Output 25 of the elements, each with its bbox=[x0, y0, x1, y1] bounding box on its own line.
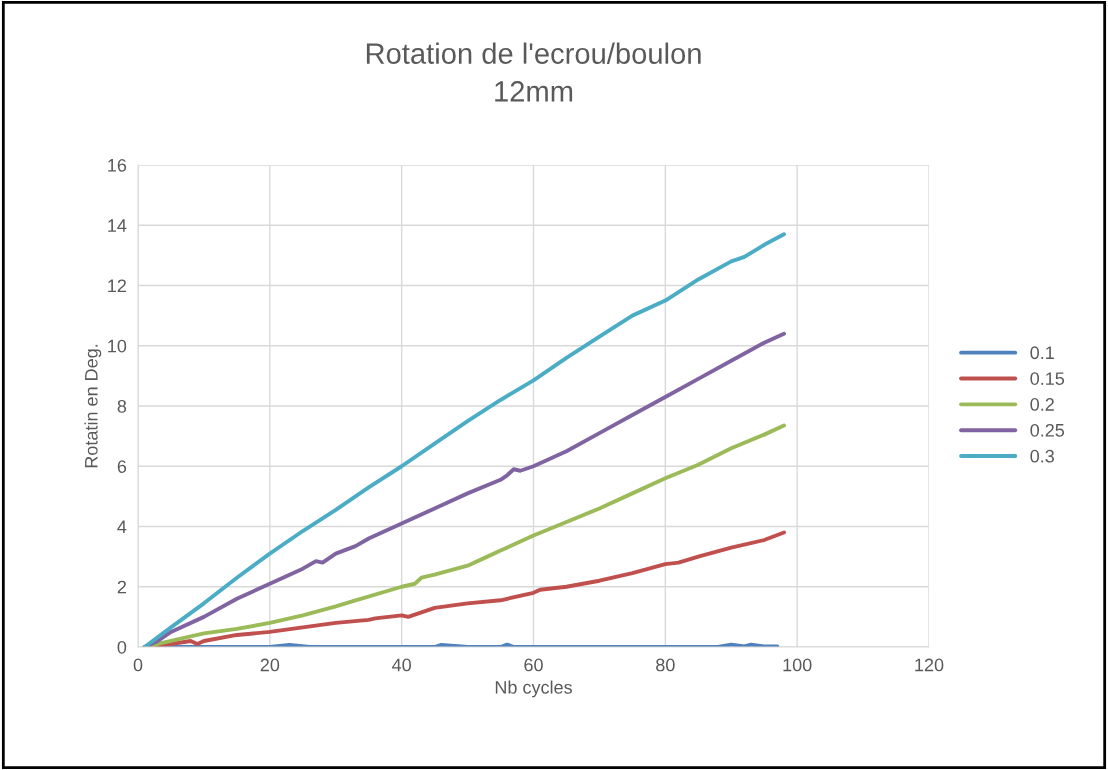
x-tick-label: 120 bbox=[915, 658, 944, 672]
y-axis-title: Rotatin en Deg. bbox=[84, 344, 102, 468]
y-tick-label: 14 bbox=[108, 219, 127, 232]
legend-label: 0.2 bbox=[1030, 398, 1054, 411]
y-tick-label: 6 bbox=[117, 460, 127, 473]
y-tick-label: 4 bbox=[117, 520, 127, 534]
x-tick-label: 40 bbox=[392, 658, 411, 672]
x-tick-label: 60 bbox=[524, 658, 543, 672]
x-axis-title: Nb cycles bbox=[495, 680, 572, 698]
y-tick-label: 0 bbox=[117, 640, 127, 654]
x-tick-label: 80 bbox=[656, 658, 675, 672]
legend-label: 0.25 bbox=[1030, 423, 1065, 437]
y-tick-label: 12 bbox=[108, 279, 126, 293]
legend-label: 0.15 bbox=[1030, 372, 1065, 385]
y-tick-label: 10 bbox=[108, 339, 127, 353]
x-tick-label: 20 bbox=[260, 658, 280, 672]
line-series bbox=[142, 232, 786, 647]
y-tick-label: 2 bbox=[117, 580, 126, 594]
legend-label: 0.1 bbox=[1030, 346, 1054, 360]
x-tick-label: 100 bbox=[783, 658, 812, 672]
chart-title: Rotation de l'ecrou/boulon 12mm bbox=[366, 42, 701, 102]
legend-label: 0.3 bbox=[1030, 449, 1054, 463]
x-tick-label: 0 bbox=[133, 658, 143, 672]
y-tick-label: 8 bbox=[117, 399, 127, 413]
y-tick-label: 16 bbox=[108, 158, 127, 172]
